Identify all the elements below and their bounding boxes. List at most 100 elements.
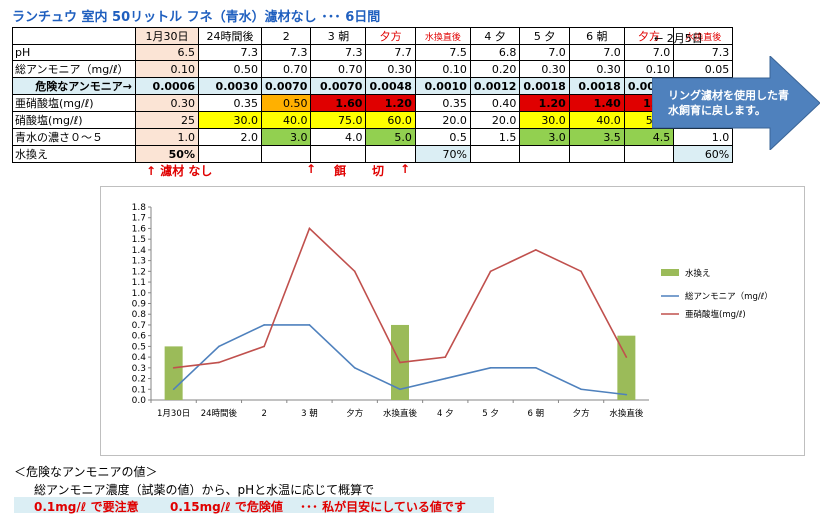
- table-row: 水換え 50% 70% 60%: [12, 145, 734, 163]
- legend-label-total-ammonia: 総アンモニア（mg/ℓ）: [685, 291, 773, 302]
- point-total-ammonia: [263, 324, 265, 326]
- x-tick-label: 夕方: [573, 408, 590, 419]
- table-cell: 1.40: [568, 94, 625, 112]
- notes-thresholds: 0.1mg/ℓ で要注意 0.15mg/ℓ で危険値 ･･･ 私が目安にしている…: [14, 497, 494, 514]
- date-note: ← 2月5日: [654, 32, 703, 45]
- table-cell: [260, 145, 312, 163]
- y-tick-label: 0.1: [132, 385, 146, 395]
- header-cell: 2: [260, 27, 312, 45]
- header-cell: 夕方: [365, 27, 416, 45]
- y-tick-label: 0.8: [132, 310, 147, 320]
- table-cell: 3.0: [260, 128, 312, 146]
- page-title: ランチュウ 室内 50リットル フネ（青水）濾材なし ･･･ 6日間: [12, 10, 381, 25]
- chart-frame: 0.0 0.1 0.2 0.3 0.4 0.5 0.6 0.7 0.8 0.9 1.0 1.1 1.2 1…: [100, 186, 805, 456]
- table-cell: 0.10: [135, 60, 199, 78]
- table-cell: 1.0: [135, 128, 199, 146]
- table-cell: 7.5: [414, 44, 471, 61]
- table-cell: 40.0: [260, 111, 312, 129]
- table-cell: 0.10: [414, 60, 471, 78]
- right-arrow-icon: [652, 56, 820, 150]
- point-total-ammonia: [172, 388, 175, 391]
- table-cell: 0.20: [469, 60, 521, 78]
- threshold-remark: ･･･ 私が目安にしている値です: [300, 500, 466, 514]
- table-cell: 5.0: [365, 128, 416, 146]
- point-nitrite: [218, 361, 220, 364]
- table-cell: 3.5: [568, 128, 625, 146]
- table-cell: 1.20: [519, 94, 570, 112]
- table-cell: 0.0018: [519, 77, 570, 95]
- table-cell: [469, 145, 521, 163]
- table-cell: 3.0: [519, 128, 570, 146]
- table-cell: 40.0: [568, 111, 625, 129]
- table-cell: 7.3: [310, 44, 367, 61]
- point-total-ammonia: [625, 393, 628, 396]
- point-total-ammonia: [353, 367, 356, 369]
- header-cell: 6 朝: [568, 27, 625, 45]
- x-tick-label: 夕方: [346, 408, 363, 419]
- header-corner: [12, 27, 136, 45]
- point-nitrite: [263, 345, 265, 348]
- point-nitrite: [399, 361, 401, 364]
- table-row: pH 6.5 7.3 7.3 7.3 7.7 7.5 6.8 7.0 7.0 7.0 7.3: [12, 44, 734, 61]
- point-nitrite: [625, 356, 628, 358]
- table-cell: 7.0: [568, 44, 625, 61]
- point-nitrite: [489, 270, 492, 273]
- x-tick-label: 5 夕: [482, 408, 499, 419]
- table-cell: 0.0012: [469, 77, 521, 95]
- table-cell: 20.0: [414, 111, 471, 129]
- row-label: 危険なアンモニア→: [12, 77, 136, 95]
- point-nitrite: [580, 270, 582, 273]
- y-tick-label: 0.0: [132, 396, 147, 406]
- x-tick-label: 6 朝: [528, 409, 545, 419]
- table-cell: [568, 145, 625, 163]
- y-tick-label: 1.2: [132, 267, 146, 277]
- y-tick-label: 0.9: [132, 300, 147, 310]
- y-tick-label: 1.7: [132, 214, 146, 224]
- table-cell: [310, 145, 367, 163]
- point-nitrite: [308, 227, 311, 230]
- header-cell: 5 夕: [519, 27, 570, 45]
- table-row: 硝酸塩(mg/ℓ) 25 30.0 40.0 75.0 60.0 20.0 20.0 30.0 4…: [12, 111, 734, 129]
- point-total-ammonia: [308, 324, 311, 326]
- point-total-ammonia: [580, 388, 582, 391]
- notes-explanation: 総アンモニア濃度（試薬の値）から、pHと水温に応じて概算で: [34, 483, 375, 497]
- legend-label-nitrite: 亜硝酸塩(mg/ℓ): [685, 309, 746, 320]
- point-total-ammonia: [444, 377, 447, 380]
- table-cell: 1.0: [673, 128, 734, 146]
- y-tick-label: 1.4: [132, 246, 147, 256]
- point-nitrite: [172, 367, 175, 369]
- table-cell: 0.30: [365, 60, 416, 78]
- table-cell: 25: [135, 111, 199, 129]
- table-cell: 0.5: [414, 128, 471, 146]
- table-cell: 0.0070: [310, 77, 367, 95]
- mark-feed: 餌: [334, 164, 347, 178]
- point-total-ammonia: [535, 367, 537, 369]
- x-tick-label: 24時間後: [201, 408, 238, 419]
- table-cell: 7.3: [260, 44, 312, 61]
- table-cell: 0.30: [519, 60, 570, 78]
- table-cell: 0.35: [198, 94, 262, 112]
- mark-no-filter: ↑ 濾材 なし: [146, 164, 213, 178]
- table-cell: 6.8: [469, 44, 521, 61]
- table-cell: 0.70: [260, 60, 312, 78]
- table-cell: 0.0048: [365, 77, 416, 95]
- table-cell: 30.0: [519, 111, 570, 129]
- danger-value: 0.15mg/ℓ で危険値: [170, 500, 283, 514]
- mark-arrow-2: ↑: [400, 162, 411, 176]
- header-cell: 4 夕: [469, 27, 521, 45]
- row-label: 青水の濃さ０～５: [12, 128, 136, 146]
- table-row: 総アンモニア（mg/ℓ） 0.10 0.50 0.70 0.70 0.30 0.10 0.20…: [12, 60, 734, 78]
- y-tick-label: 1.6: [132, 224, 147, 234]
- table-cell: 6.5: [135, 44, 199, 61]
- y-tick-label: 1.5: [132, 235, 146, 245]
- mark-arrow-1: ↑: [306, 162, 317, 176]
- table-cell: [365, 145, 416, 163]
- table-cell: 0.30: [568, 60, 625, 78]
- y-tick-label: 1.0: [132, 289, 147, 299]
- header-cell: 水換直後: [414, 27, 471, 45]
- y-tick-label: 0.2: [132, 375, 146, 385]
- table-cell: 75.0: [310, 111, 367, 129]
- water-quality-chart: 0.00.10.20.30.40.50.60.70.80.91.01.11.21…: [132, 203, 773, 419]
- row-label: 亜硝酸塩(mg/ℓ): [12, 94, 136, 112]
- table-cell: 0.0018: [568, 77, 625, 95]
